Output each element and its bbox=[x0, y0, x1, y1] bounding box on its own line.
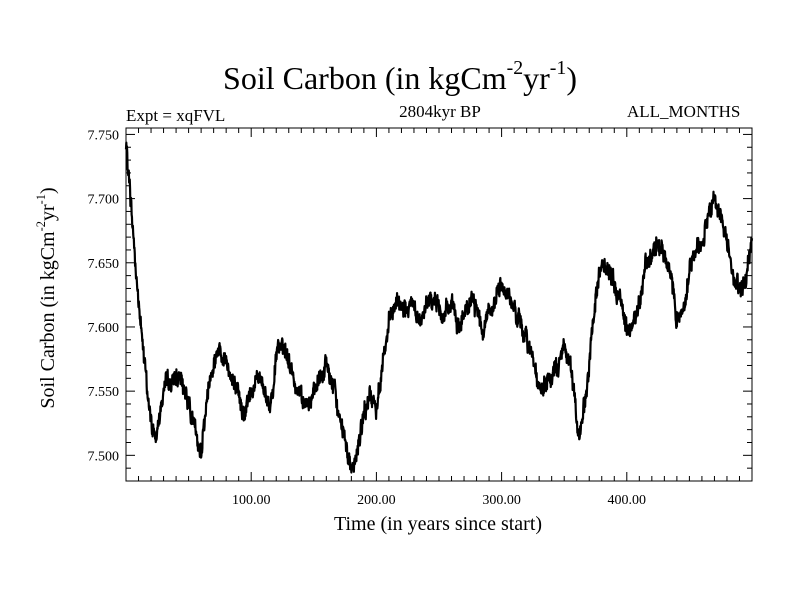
chart-title: Soil Carbon (in kgCm-2yr-1) bbox=[0, 58, 800, 96]
axis-ticks bbox=[126, 128, 752, 482]
x-tick-label: 200.00 bbox=[357, 493, 396, 508]
title-main: Soil Carbon (in kgCm bbox=[223, 60, 507, 96]
y-axis-label: Soil Carbon (in kgCm-2yr-1) bbox=[34, 187, 59, 409]
ylabel-sup-2: -1 bbox=[33, 194, 48, 205]
title-sup-2: -1 bbox=[549, 57, 567, 80]
x-tick-label: 100.00 bbox=[232, 493, 271, 508]
series-line-soil-carbon bbox=[124, 141, 754, 474]
x-axis-label: Time (in years since start) bbox=[333, 513, 543, 535]
x-tick-label: 300.00 bbox=[482, 493, 521, 508]
y-tick-label: 7.700 bbox=[88, 193, 120, 208]
plot-frame bbox=[125, 127, 753, 482]
axis-tick-labels: 100.00 200.00 300.00 400.00 7.500 7.550 7.600 7… bbox=[88, 128, 647, 508]
y-tick-label: 7.650 bbox=[88, 257, 120, 272]
y-tick-label: 7.600 bbox=[88, 321, 120, 336]
x-tick-label: 400.00 bbox=[608, 493, 647, 508]
y-tick-label: 7.500 bbox=[88, 449, 120, 464]
title-sup-1: -2 bbox=[506, 57, 524, 80]
ylabel-main: Soil Carbon (in kgCm bbox=[37, 231, 59, 409]
ylabel-mid: yr bbox=[37, 204, 59, 222]
months-label: ALL_MONTHS bbox=[627, 102, 741, 121]
title-end: ) bbox=[566, 60, 577, 96]
chart-subtitle: 2804kyr BP bbox=[399, 102, 481, 121]
title-mid: yr bbox=[523, 60, 550, 96]
ylabel-sup-1: -2 bbox=[33, 221, 48, 232]
y-tick-label: 7.550 bbox=[88, 385, 120, 400]
experiment-label: Expt = xqFVL bbox=[126, 106, 226, 125]
y-tick-label: 7.750 bbox=[88, 128, 120, 143]
